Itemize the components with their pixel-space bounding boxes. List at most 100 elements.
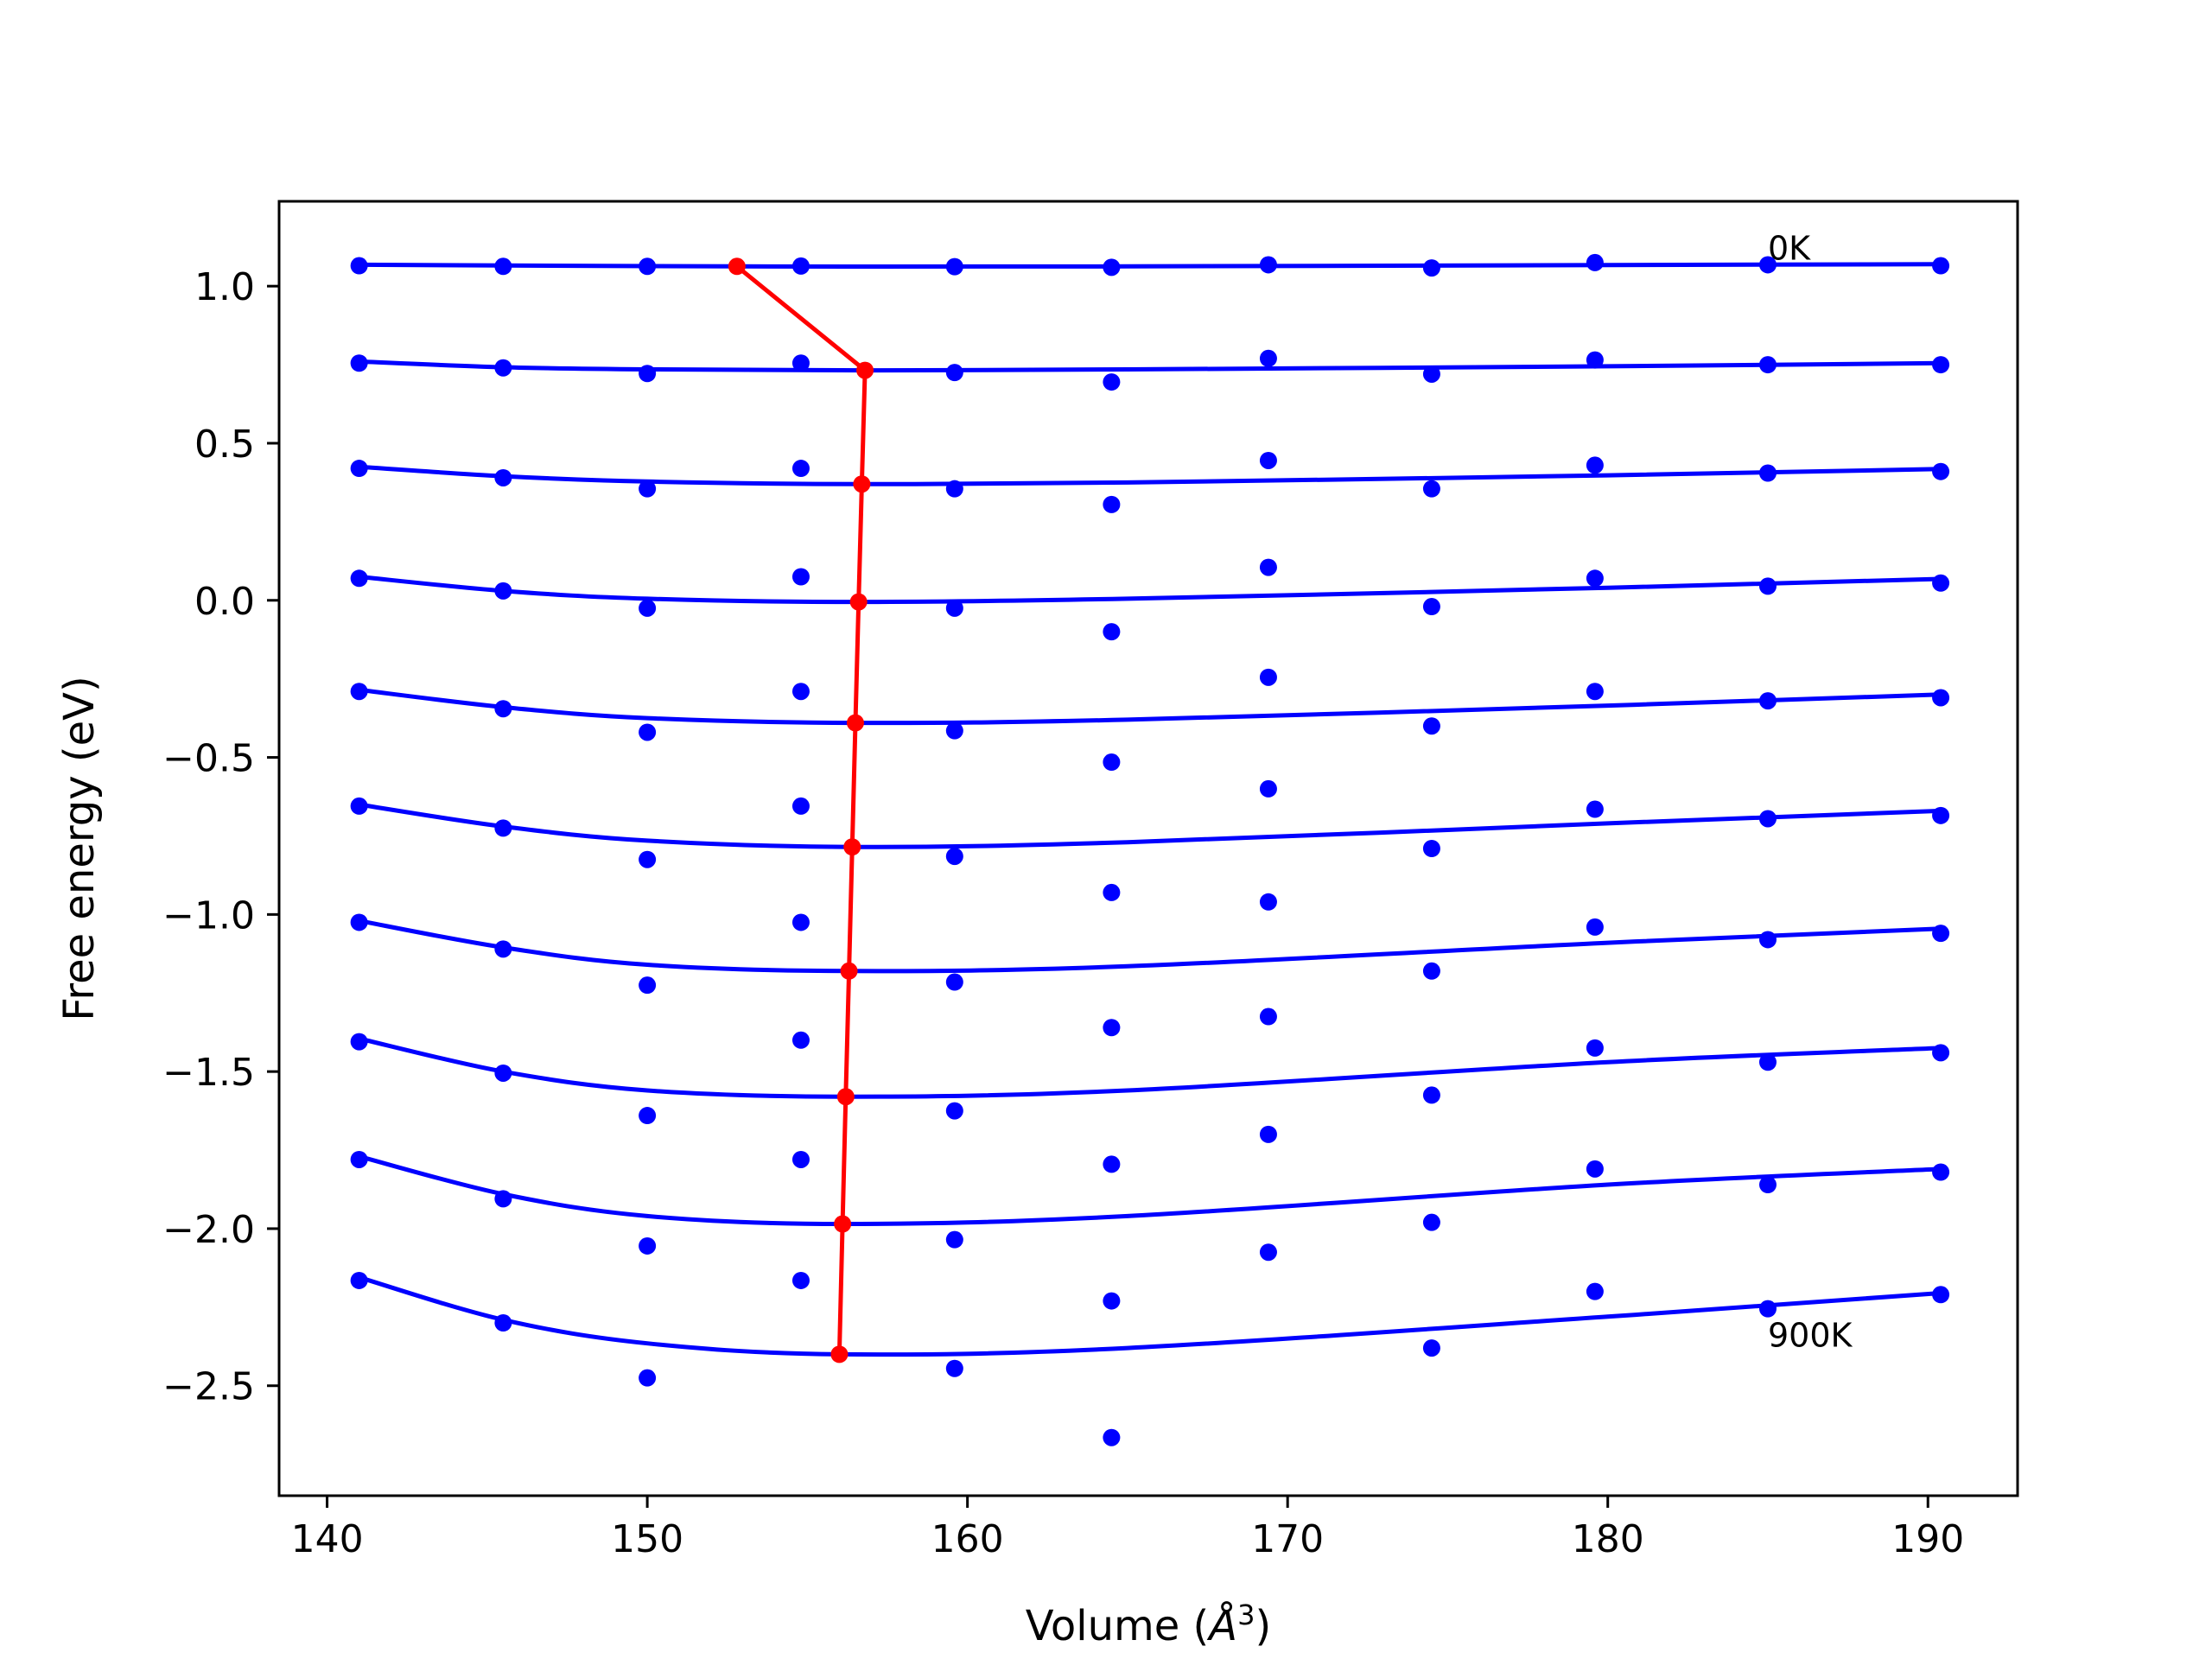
data-point [1932, 1163, 1950, 1181]
fit-curve [359, 918, 1942, 974]
data-point [791, 1271, 810, 1289]
data-point [1586, 569, 1604, 588]
data-point [1259, 1243, 1277, 1262]
data-point [1103, 495, 1121, 513]
series-9 [350, 1243, 1950, 1446]
minimum-point [834, 1215, 852, 1233]
minimum-point [856, 361, 874, 379]
y-tick-label: −0.5 [162, 737, 255, 781]
x-axis-title-symbol: Å [1206, 1601, 1237, 1650]
data-point [494, 1314, 512, 1332]
data-point [1758, 256, 1777, 274]
data-point [639, 976, 657, 995]
data-point [1586, 800, 1604, 818]
data-point [639, 365, 657, 383]
data-point [945, 1102, 963, 1120]
data-point [1422, 259, 1440, 277]
data-point [1103, 373, 1121, 391]
data-point [791, 460, 810, 478]
x-axis-title: Volume (Å3) [1026, 1599, 1271, 1650]
series-2 [350, 451, 1950, 513]
x-tick-label: 170 [1251, 1517, 1324, 1561]
series-5 [350, 779, 1950, 901]
data-point [1758, 1053, 1777, 1071]
data-point [1259, 349, 1277, 367]
y-axis-title: Free energy (eV) [55, 676, 104, 1020]
data-point [1259, 668, 1277, 686]
data-point [1422, 1086, 1440, 1104]
data-point [1103, 623, 1121, 641]
fit-curve [359, 575, 1942, 605]
data-point [350, 1271, 368, 1289]
fit-curve [358, 1154, 1942, 1227]
y-tick-label: −2.5 [162, 1365, 255, 1409]
data-point [494, 1190, 512, 1208]
data-point [1932, 356, 1950, 374]
data-point [639, 1236, 657, 1255]
data-point [1103, 883, 1121, 901]
data-point [1103, 753, 1121, 772]
data-point [945, 257, 963, 276]
minimum-point [846, 714, 864, 732]
x-tick-label: 160 [931, 1517, 1004, 1561]
data-point [1586, 456, 1604, 474]
data-point [350, 797, 368, 815]
x-axis-title-suffix: ) [1255, 1602, 1271, 1650]
data-point [350, 569, 368, 588]
series-6 [350, 893, 1950, 1037]
data-point [1758, 464, 1777, 482]
data-point [945, 1230, 963, 1249]
data-point [1586, 1039, 1604, 1057]
series-3 [350, 558, 1950, 641]
data-point [1103, 1428, 1121, 1446]
data-point [945, 480, 963, 498]
data-point [639, 480, 657, 498]
data-point [1758, 1176, 1777, 1194]
fit-curve [359, 802, 1942, 849]
data-point [791, 257, 810, 275]
data-point [1422, 480, 1440, 498]
data-point [1586, 918, 1604, 936]
x-tick-label: 150 [611, 1517, 683, 1561]
data-point [1932, 1044, 1950, 1062]
data-point [1758, 356, 1777, 374]
data-point [791, 354, 810, 372]
x-tick-label: 140 [291, 1517, 364, 1561]
minimum-point [849, 593, 868, 611]
data-point [1422, 962, 1440, 980]
data-point [494, 359, 512, 377]
data-point [1259, 893, 1277, 911]
data-point [1422, 717, 1440, 735]
series-0 [350, 253, 1950, 277]
y-tick-label: 0.0 [194, 580, 255, 624]
data-point [350, 354, 368, 372]
data-point [791, 1031, 810, 1049]
fit-curve [359, 262, 1942, 270]
data-point [945, 364, 963, 382]
data-point [494, 819, 512, 837]
data-point [350, 257, 368, 275]
temperature-annotation: 900K [1768, 1317, 1853, 1355]
fit-curve [359, 687, 1942, 726]
data-point [1586, 253, 1604, 271]
data-point [1586, 1282, 1604, 1300]
data-point [494, 1064, 512, 1082]
data-point [945, 973, 963, 991]
y-tick-label: −1.5 [162, 1051, 255, 1095]
data-point [639, 723, 657, 741]
data-point [1586, 1160, 1604, 1178]
data-point [1103, 1292, 1121, 1310]
data-point [791, 913, 810, 931]
data-point [1932, 574, 1950, 592]
data-point [1422, 840, 1440, 857]
series-7 [350, 1007, 1950, 1173]
series-4 [350, 668, 1950, 772]
data-point [494, 940, 512, 958]
data-point [639, 1369, 657, 1387]
data-point [1758, 931, 1777, 949]
minimum-point [843, 838, 861, 856]
data-point [1422, 1213, 1440, 1231]
fit-curve [359, 1036, 1942, 1099]
